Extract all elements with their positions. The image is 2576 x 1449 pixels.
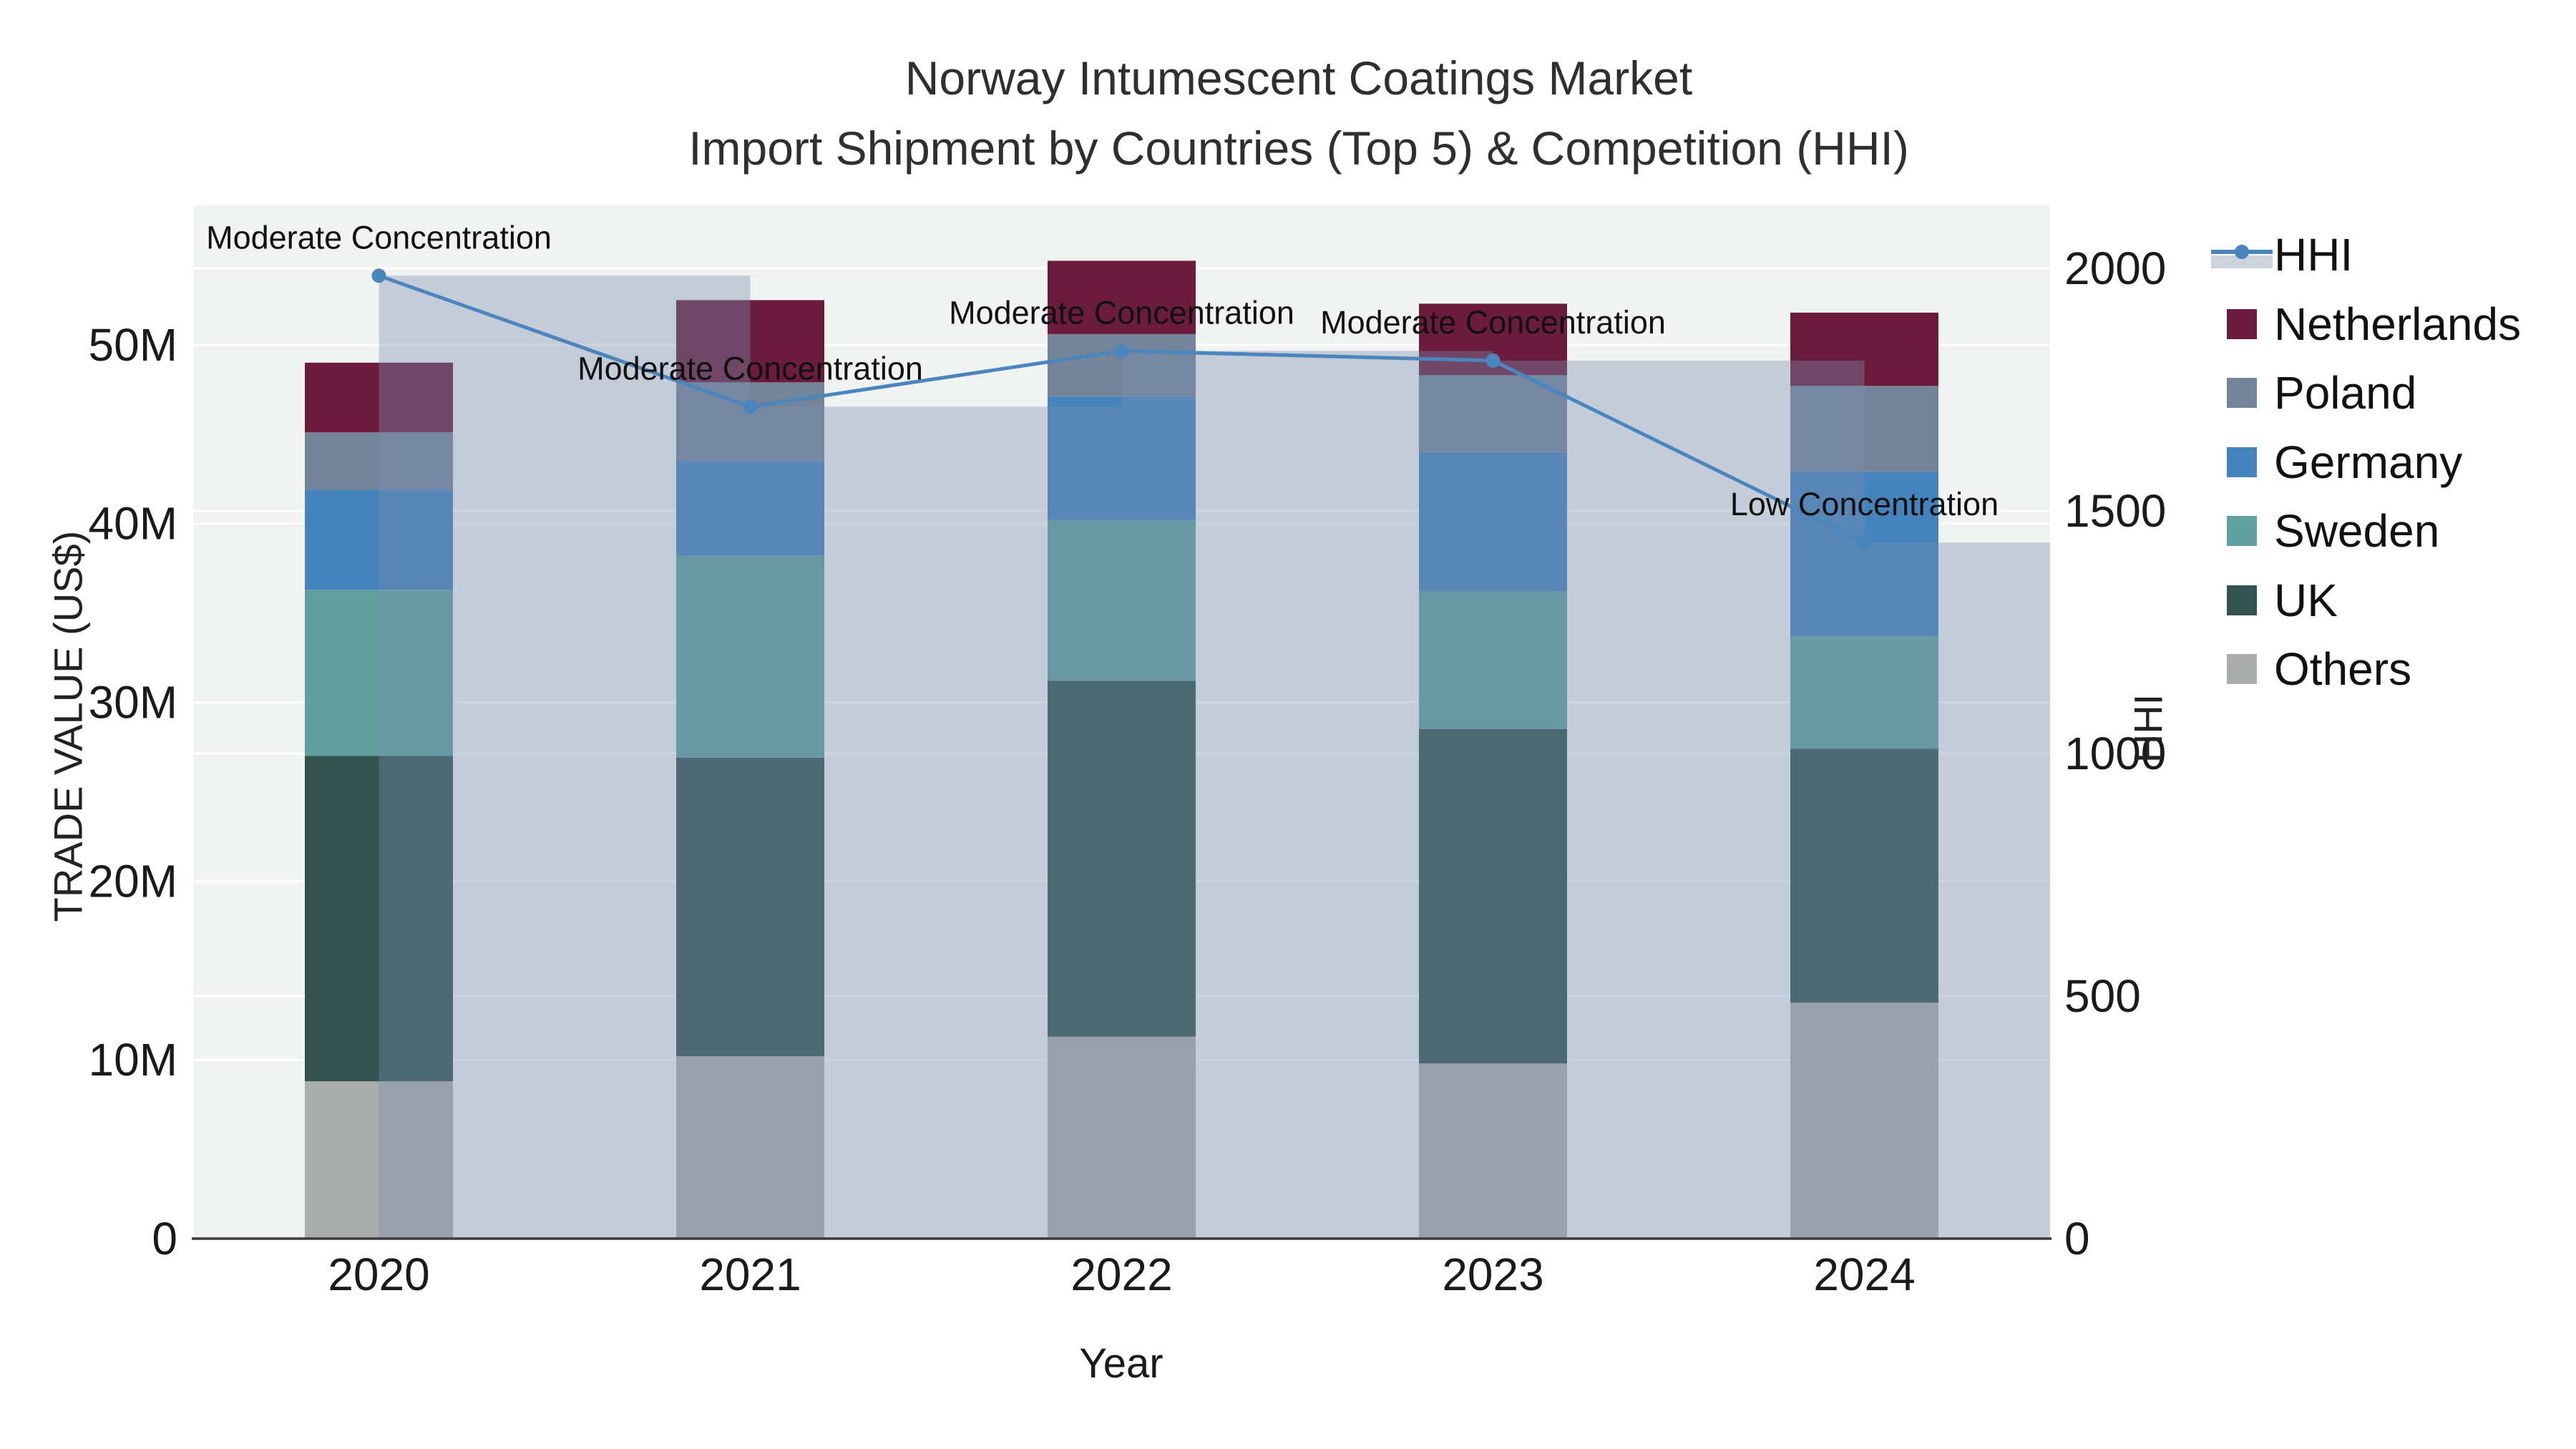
bar-segment-sweden-2024[interactable] — [1790, 636, 1938, 749]
hhi-legend-band — [2211, 255, 2273, 268]
bar-segment-poland-2023[interactable] — [1419, 375, 1567, 452]
x-tick-2020: 2020 — [328, 1249, 429, 1300]
legend-label-uk: UK — [2274, 574, 2338, 626]
bar-segment-uk-2023[interactable] — [1419, 728, 1567, 1064]
hhi-point-2020[interactable] — [371, 268, 386, 283]
y-right-tick-0: 0 — [2064, 1213, 2090, 1264]
annotation-2022: Moderate Concentration — [949, 294, 1294, 331]
bar-segment-germany-2020[interactable] — [305, 489, 453, 590]
y-left-tick-20M: 20M — [89, 855, 178, 907]
legend-label-hhi: HHI — [2274, 229, 2353, 280]
hhi-band-2021 — [750, 406, 1122, 1239]
annotation-2023: Moderate Concentration — [1320, 304, 1666, 341]
y-left-tick-40M: 40M — [89, 498, 178, 550]
chart-title-line2: Import Shipment by Countries (Top 5) & C… — [688, 122, 1909, 175]
bar-segment-germany-2023[interactable] — [1419, 452, 1567, 592]
legend-label-sweden: Sweden — [2274, 505, 2440, 557]
legend-label-germany: Germany — [2274, 436, 2463, 488]
legend-label-others: Others — [2274, 643, 2412, 695]
hhi-legend-sample-icon — [2211, 240, 2273, 270]
legend-swatch-poland-icon — [2227, 378, 2257, 408]
bar-segment-others-2023[interactable] — [1419, 1063, 1567, 1239]
bar-segment-others-2024[interactable] — [1790, 1002, 1938, 1239]
bar-segment-others-2020[interactable] — [305, 1081, 453, 1239]
y-right-tick-500: 500 — [2064, 970, 2141, 1022]
legend-swatch-uk-icon — [2227, 585, 2257, 615]
bar-segment-uk-2022[interactable] — [1048, 680, 1196, 1037]
bar-segment-netherlands-2022[interactable] — [1048, 260, 1196, 334]
y-right-tick-2000: 2000 — [2064, 243, 2166, 294]
bar-segment-sweden-2020[interactable] — [305, 590, 453, 756]
hhi-band-2020 — [379, 275, 751, 1239]
bar-segment-netherlands-2024[interactable] — [1790, 312, 1938, 386]
bar-segment-sweden-2021[interactable] — [676, 555, 824, 758]
bar-segment-uk-2021[interactable] — [676, 757, 824, 1057]
hhi-point-2021[interactable] — [743, 399, 758, 414]
hhi-point-2022[interactable] — [1114, 343, 1129, 358]
bar-segment-netherlands-2021[interactable] — [676, 300, 824, 383]
bar-segment-poland-2020[interactable] — [305, 432, 453, 490]
legend-label-netherlands: Netherlands — [2274, 298, 2522, 350]
y-right-tick-1000: 1000 — [2064, 728, 2166, 779]
hhi-legend-marker — [2235, 245, 2249, 259]
y-right-tick-1500: 1500 — [2064, 485, 2166, 537]
y-left-tick-30M: 30M — [89, 677, 178, 728]
chart-title: Norway Intumescent Coatings Market Impor… — [0, 43, 2576, 183]
bar-segment-uk-2024[interactable] — [1790, 748, 1938, 1003]
bar-segment-sweden-2022[interactable] — [1048, 519, 1196, 681]
x-tick-2022: 2022 — [1070, 1249, 1172, 1300]
chart-title-line1: Norway Intumescent Coatings Market — [904, 52, 1693, 104]
hhi-point-2024[interactable] — [1857, 535, 1872, 550]
legend-swatch-netherlands-icon — [2227, 308, 2257, 339]
legend-swatch-sweden-icon — [2227, 516, 2257, 546]
bar-segment-netherlands-2020[interactable] — [305, 362, 453, 433]
bar-segment-germany-2021[interactable] — [676, 461, 824, 556]
bar-segment-others-2022[interactable] — [1048, 1036, 1196, 1239]
x-tick-2024: 2024 — [1813, 1249, 1915, 1300]
annotation-2024: Low Concentration — [1730, 486, 1999, 522]
y-axis-right-title: HHI — [2125, 693, 2171, 763]
hhi-point-2023[interactable] — [1485, 353, 1501, 368]
y-left-tick-10M: 10M — [89, 1034, 178, 1085]
bar-segment-uk-2020[interactable] — [305, 756, 453, 1082]
legend-swatch-germany-icon — [2227, 447, 2257, 477]
y-axis-left-title: TRADE VALUE (US$) — [45, 530, 91, 922]
bar-segment-poland-2024[interactable] — [1790, 386, 1938, 472]
y-left-tick-50M: 50M — [89, 319, 178, 371]
bar-segment-sweden-2023[interactable] — [1419, 591, 1567, 729]
hhi-band-2024 — [1864, 542, 2050, 1239]
hhi-band-2022 — [1121, 351, 1493, 1239]
annotation-2020: Moderate Concentration — [206, 219, 552, 255]
annotation-2021: Moderate Concentration — [577, 350, 923, 386]
legend-swatch-others-icon — [2227, 654, 2257, 684]
y-left-tick-0: 0 — [152, 1213, 177, 1264]
bar-segment-poland-2021[interactable] — [676, 382, 824, 462]
legend-label-poland: Poland — [2274, 367, 2417, 419]
bar-segment-others-2021[interactable] — [676, 1056, 824, 1239]
x-axis-title: Year — [1079, 1340, 1163, 1387]
hhi-band-2023 — [1493, 360, 1865, 1239]
bar-segment-germany-2024[interactable] — [1790, 472, 1938, 637]
x-tick-2023: 2023 — [1442, 1249, 1543, 1300]
x-tick-2021: 2021 — [699, 1249, 801, 1300]
bar-segment-germany-2022[interactable] — [1048, 396, 1196, 520]
